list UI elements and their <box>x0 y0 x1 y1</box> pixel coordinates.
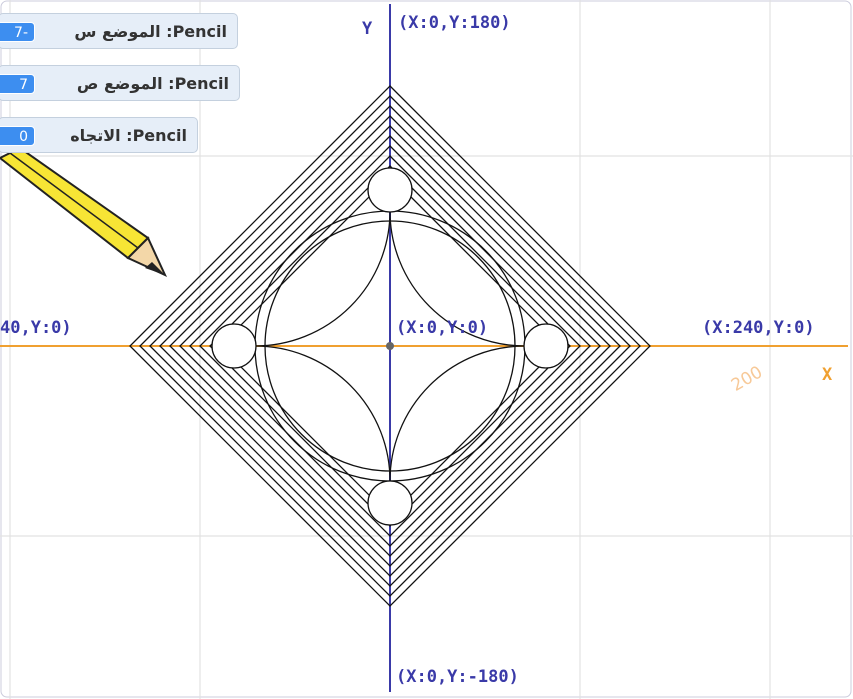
variable-monitor: 7 Pencil: الموضع ص <box>0 65 240 101</box>
y-axis-label: Y <box>362 19 373 39</box>
left-label: 40,Y:0) <box>0 318 72 338</box>
stage: Y X (X:0,Y:180) (X:0,Y:0) (X:240,Y:0) 40… <box>0 0 853 699</box>
origin-dot <box>386 342 394 350</box>
monitor-value: 7- <box>0 22 35 42</box>
monitor-label: Pencil: الاتجاه <box>70 126 187 145</box>
variable-monitor: 0 Pencil: الاتجاه <box>0 117 198 153</box>
right-label: (X:240,Y:0) <box>702 318 815 338</box>
center-label: (X:0,Y:0) <box>396 318 488 338</box>
monitor-label: Pencil: الموضع ص <box>77 74 229 93</box>
monitor-value: 7 <box>0 74 35 94</box>
monitor-value: 0 <box>0 126 35 146</box>
monitor-label: Pencil: الموضع س <box>74 22 227 41</box>
bottom-label: (X:0,Y:-180) <box>396 667 519 687</box>
backdrop: Y X (X:0,Y:180) (X:0,Y:0) (X:240,Y:0) 40… <box>0 0 853 699</box>
top-label: (X:0,Y:180) <box>398 13 511 33</box>
variable-monitor: 7- Pencil: الموضع س <box>0 13 238 49</box>
stage-frame <box>1 1 851 697</box>
x-axis-label: X <box>822 365 833 385</box>
